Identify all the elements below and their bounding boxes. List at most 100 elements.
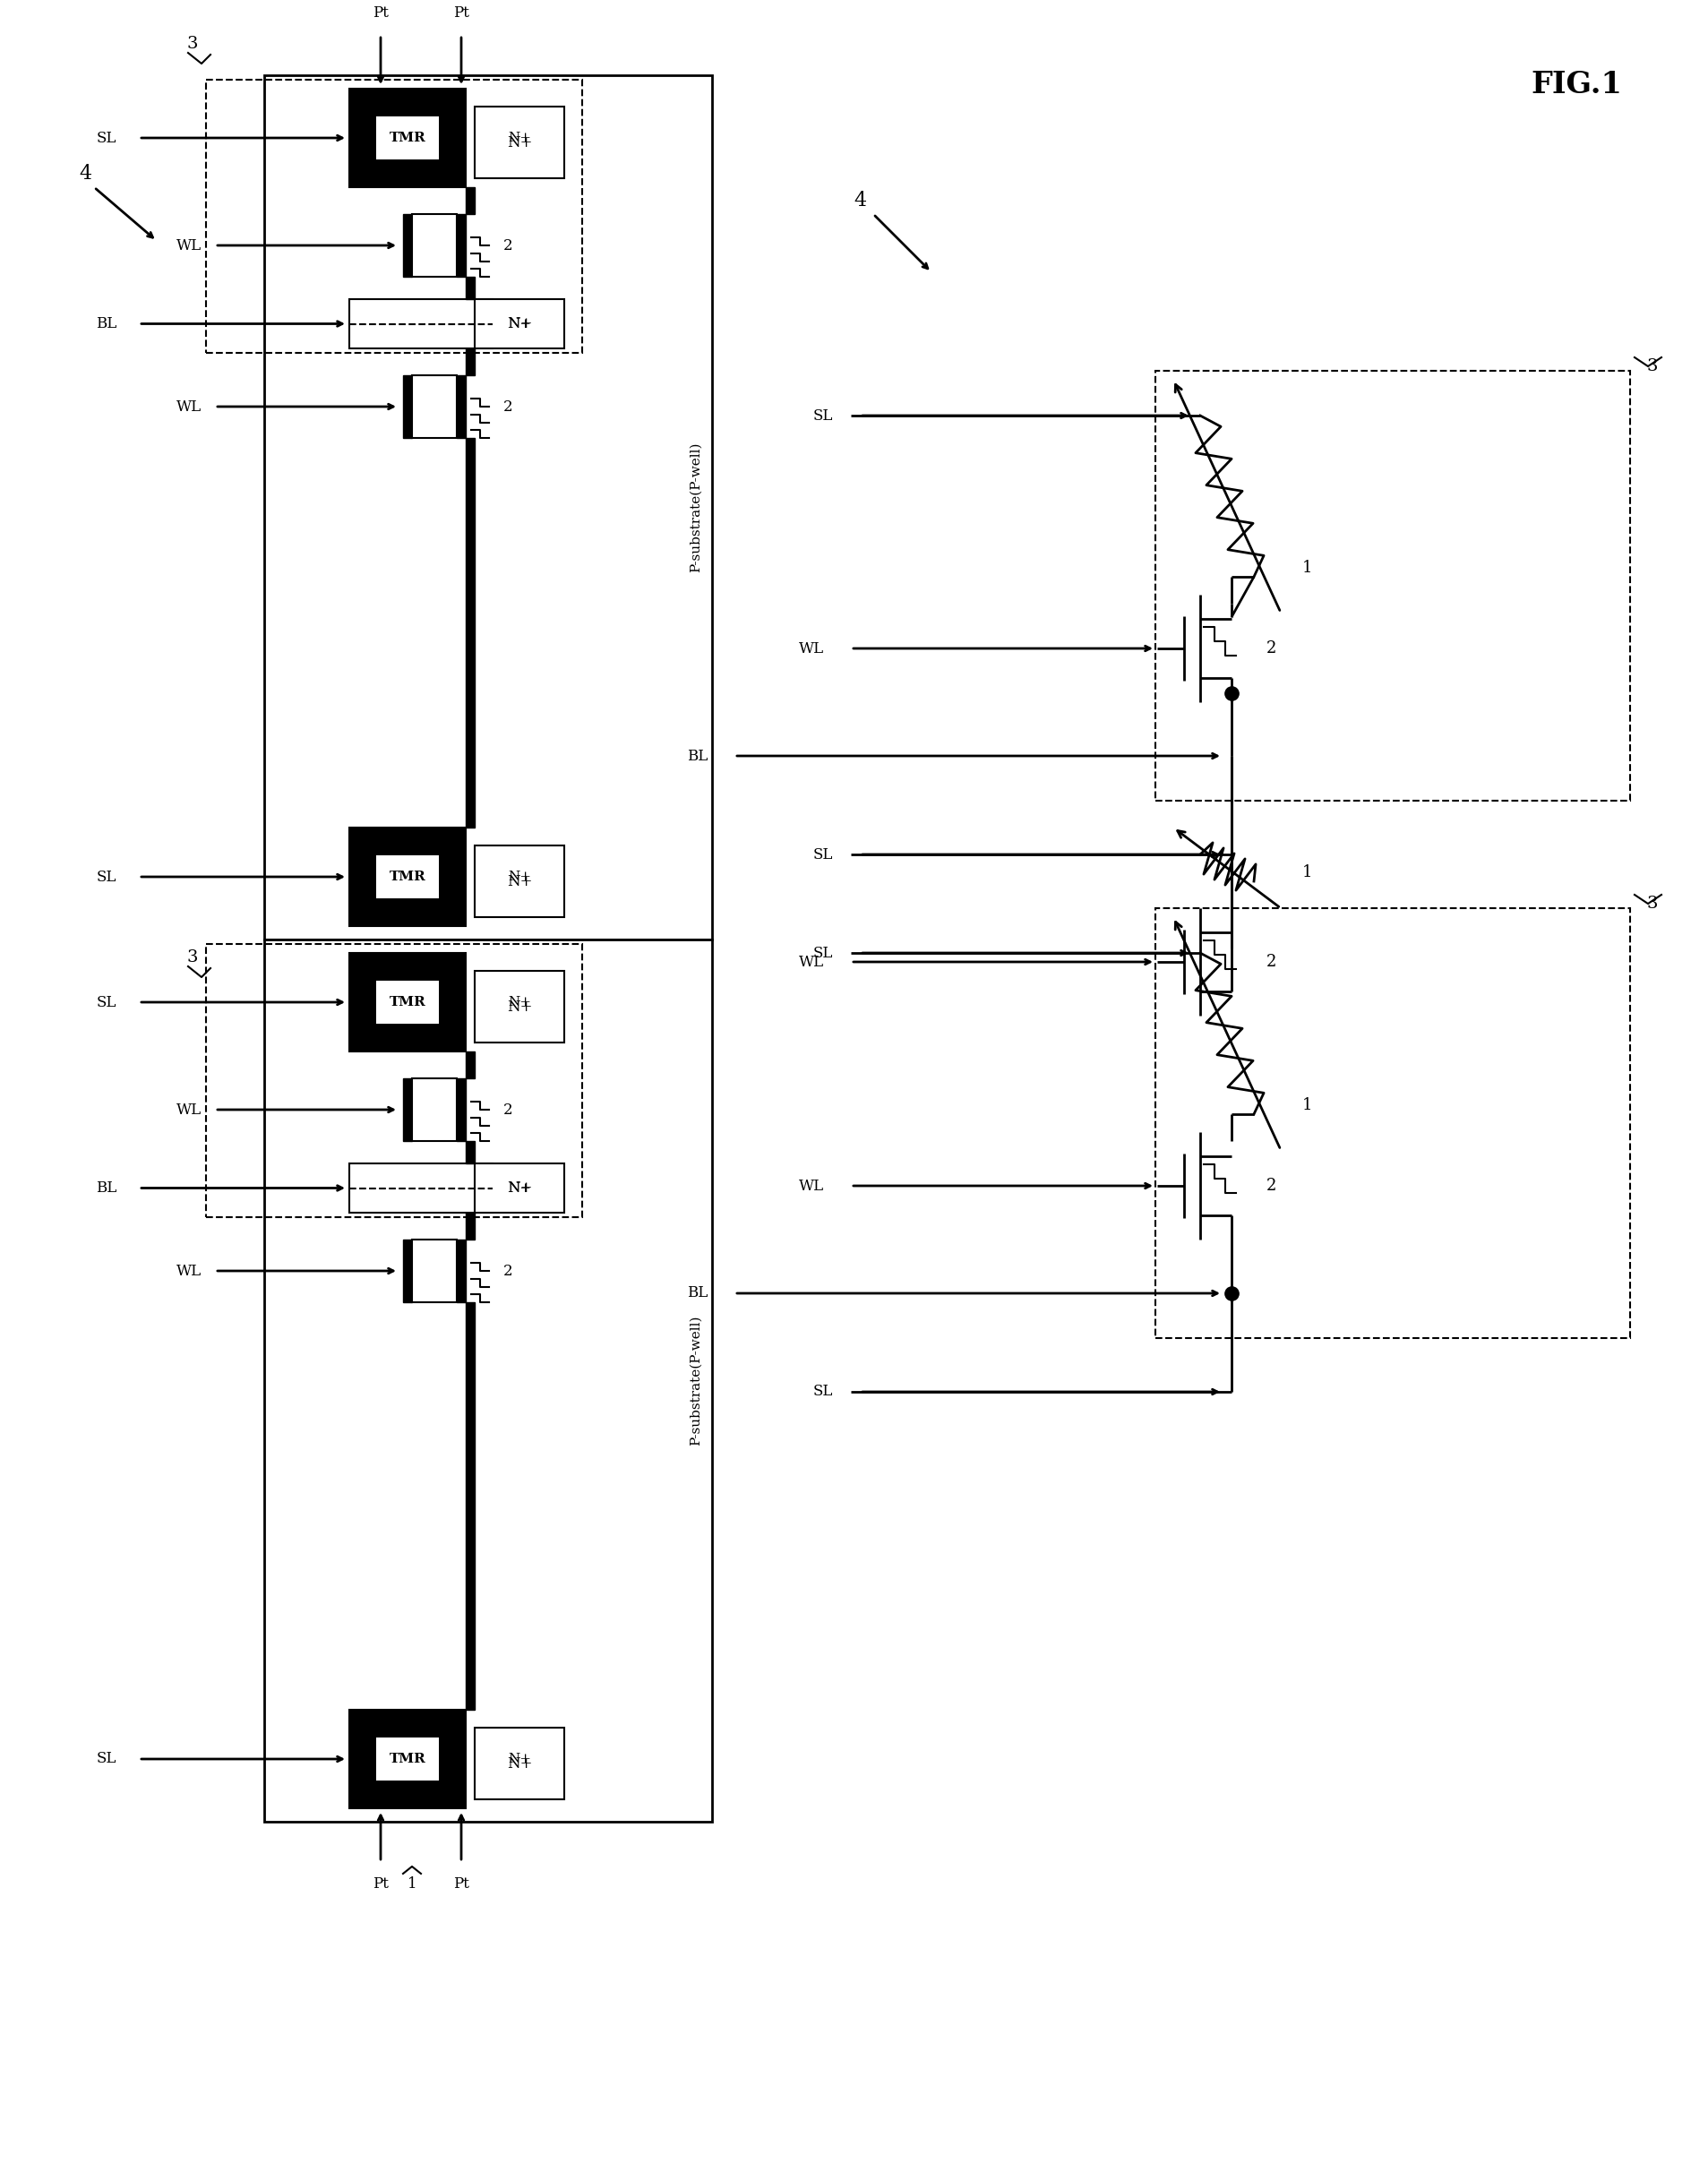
Text: FIG.1: FIG.1 <box>1530 69 1621 100</box>
Text: 2: 2 <box>502 239 512 254</box>
Text: TMR: TMR <box>389 1752 425 1765</box>
Text: TMR: TMR <box>389 132 425 143</box>
Bar <box>466 276 475 300</box>
Bar <box>207 80 582 354</box>
Text: SL: SL <box>813 1385 832 1400</box>
Text: TMR: TMR <box>389 996 425 1010</box>
Bar <box>348 300 492 347</box>
Text: WL: WL <box>798 1179 823 1194</box>
Text: WL: WL <box>176 1103 202 1118</box>
Text: Pt: Pt <box>372 1876 388 1891</box>
Text: N+: N+ <box>507 317 531 332</box>
Bar <box>348 1164 492 1214</box>
Bar <box>377 855 437 897</box>
Bar <box>475 1728 564 1800</box>
Bar <box>403 215 412 276</box>
Text: 3: 3 <box>186 37 198 52</box>
Text: 4: 4 <box>79 163 91 185</box>
Bar <box>466 439 475 827</box>
Text: N+: N+ <box>507 1752 531 1765</box>
Bar <box>475 106 564 178</box>
Text: SL: SL <box>813 944 832 960</box>
Text: N+: N+ <box>507 871 531 884</box>
Text: WL: WL <box>176 239 202 254</box>
Text: 1: 1 <box>407 1876 417 1891</box>
Bar <box>377 981 437 1023</box>
Text: N+: N+ <box>507 999 531 1014</box>
Bar <box>348 827 466 927</box>
Bar <box>403 376 412 439</box>
Text: Pt: Pt <box>453 4 470 20</box>
Bar <box>466 1303 475 1711</box>
Text: WL: WL <box>176 399 202 415</box>
Text: 1: 1 <box>1301 1096 1312 1114</box>
Bar <box>207 944 582 1218</box>
Text: SL: SL <box>96 130 116 145</box>
Text: 2: 2 <box>1266 1177 1276 1194</box>
Text: BL: BL <box>687 1285 707 1300</box>
Bar <box>466 1214 475 1240</box>
Text: P-substrate(P-well): P-substrate(P-well) <box>690 1316 702 1446</box>
Bar <box>456 1079 466 1142</box>
Bar <box>466 187 475 215</box>
Text: SL: SL <box>813 408 832 423</box>
Bar <box>412 376 456 439</box>
Bar <box>403 1240 412 1303</box>
Text: TMR: TMR <box>389 871 425 884</box>
Text: 2: 2 <box>502 399 512 415</box>
Text: 3: 3 <box>1647 897 1657 912</box>
Text: BL: BL <box>687 749 707 764</box>
Bar <box>466 1142 475 1164</box>
Text: 1: 1 <box>1301 864 1312 881</box>
Text: 2: 2 <box>1266 953 1276 970</box>
Text: 2: 2 <box>1266 640 1276 656</box>
Text: BL: BL <box>96 1181 116 1196</box>
Bar <box>1155 907 1629 1337</box>
Text: WL: WL <box>798 955 823 970</box>
Text: N+: N+ <box>507 1181 531 1194</box>
Text: N+: N+ <box>507 1181 531 1196</box>
Bar <box>265 940 712 1821</box>
Text: N+: N+ <box>507 135 531 150</box>
Text: 4: 4 <box>852 191 866 211</box>
Bar <box>412 215 456 276</box>
Bar <box>466 347 475 376</box>
Text: N+: N+ <box>507 873 531 888</box>
Bar <box>348 953 466 1051</box>
Text: WL: WL <box>176 1264 202 1279</box>
Bar <box>475 970 564 1042</box>
Text: Pt: Pt <box>372 4 388 20</box>
Text: Pt: Pt <box>453 1876 470 1891</box>
Bar <box>456 215 466 276</box>
Text: SL: SL <box>813 847 832 862</box>
Text: 1: 1 <box>1301 560 1312 575</box>
Bar <box>348 1711 466 1808</box>
Text: P-substrate(P-well): P-substrate(P-well) <box>690 443 702 573</box>
Bar <box>456 1240 466 1303</box>
Text: N+: N+ <box>507 996 531 1010</box>
Bar <box>475 300 564 347</box>
Bar <box>403 1079 412 1142</box>
Text: 3: 3 <box>186 949 198 966</box>
Text: SL: SL <box>96 868 116 884</box>
Text: N+: N+ <box>507 1756 531 1772</box>
Bar <box>475 1164 564 1214</box>
Bar <box>348 89 466 187</box>
Bar <box>1155 371 1629 801</box>
Bar <box>466 1051 475 1079</box>
Bar <box>412 1240 456 1303</box>
Text: 2: 2 <box>502 1264 512 1279</box>
Text: WL: WL <box>798 640 823 656</box>
Bar <box>377 1739 437 1780</box>
Text: BL: BL <box>96 317 116 332</box>
Text: N+: N+ <box>507 317 531 330</box>
Text: SL: SL <box>96 1752 116 1767</box>
Bar <box>265 76 712 940</box>
Text: SL: SL <box>96 994 116 1010</box>
Text: N+: N+ <box>507 132 531 143</box>
Bar <box>377 117 437 158</box>
Text: 3: 3 <box>1647 358 1657 373</box>
Bar <box>412 1079 456 1142</box>
Text: 2: 2 <box>502 1103 512 1118</box>
Bar <box>475 845 564 916</box>
